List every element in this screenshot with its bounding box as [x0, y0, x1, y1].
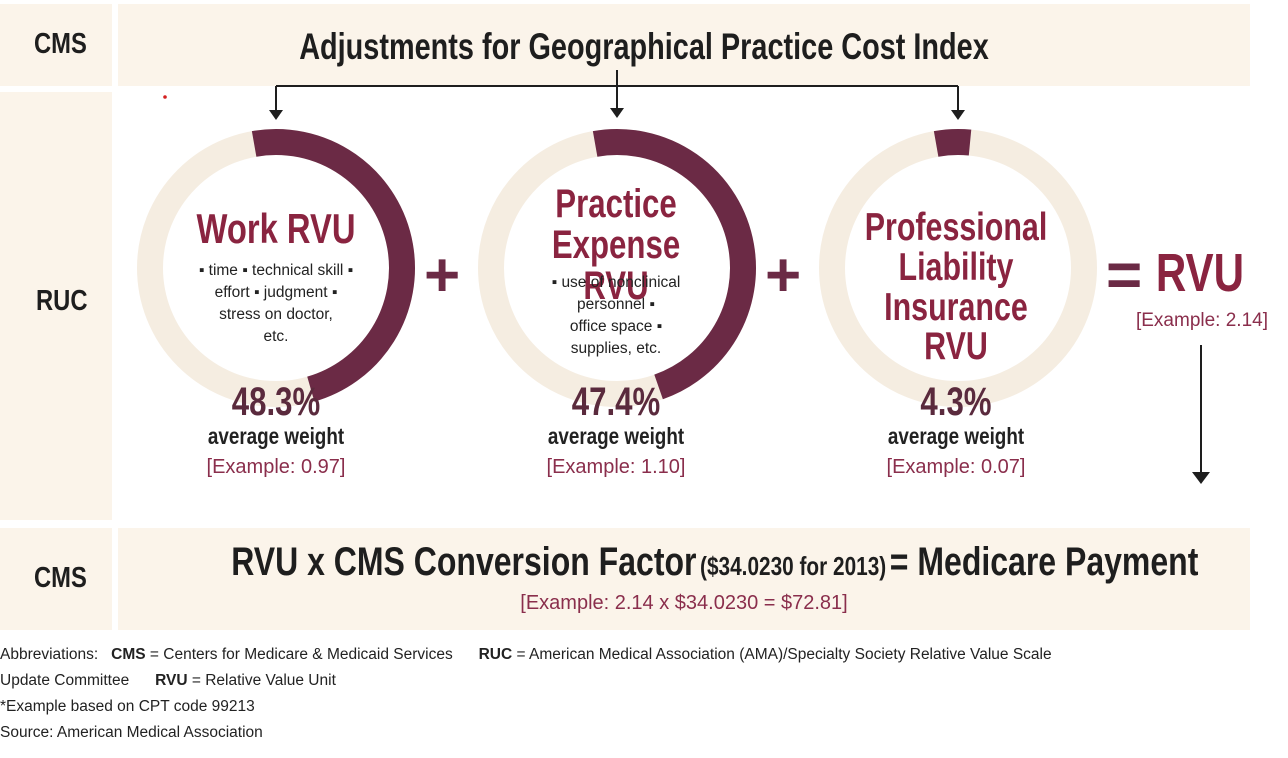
practice-expense-title-line: Expense RVU — [551, 222, 681, 308]
ring-percent-arc — [137, 129, 415, 407]
work-rvu-title: Work RVU — [182, 205, 369, 252]
footer-note: *Example based on CPT code 99213 — [0, 698, 255, 715]
ruc-def: = American Medical Association (AMA)/Spe… — [516, 646, 1052, 663]
payment-example: [Example: 2.14 x $34.0230 = $72.81] — [520, 592, 848, 614]
cms-abbr: CMS — [111, 646, 146, 663]
ruc-label: RUC — [36, 285, 88, 317]
practice-expense-bullets: ▪ use of nonclinical personnel ▪ office … — [496, 272, 736, 360]
plus-operator-1: + — [424, 241, 461, 310]
practice-expense-avg-label: average weight — [547, 423, 685, 449]
top-label-band — [0, 4, 112, 86]
footer-abbreviations-cont: Update Committee RVU = Relative Value Un… — [0, 672, 336, 690]
distribution-arrows — [275, 70, 1202, 474]
formula-factor: ($34.0230 for 2013) — [700, 551, 887, 581]
footer-source: Source: American Medical Association — [0, 724, 263, 741]
work-rvu-avg-label: average weight — [207, 423, 345, 449]
equals-operator: = — [1106, 241, 1143, 310]
rvu-down-arrowhead — [1192, 472, 1210, 484]
liability-example: [Example: 0.07] — [886, 456, 1026, 478]
top-title-band — [118, 4, 1250, 86]
ruc-def-cont: Update Committee — [0, 672, 130, 689]
red-dot — [163, 95, 167, 99]
practice-expense-rvu-title: Practice Expense RVU — [522, 184, 709, 306]
work-rvu-bullet-line: etc. — [263, 328, 289, 345]
ruc-abbr: RUC — [478, 646, 513, 663]
center-arrowhead — [610, 108, 624, 118]
work-rvu-example: [Example: 0.97] — [206, 456, 346, 478]
formula-main: RVU x CMS Conversion Factor — [231, 540, 697, 584]
rvu-result-example: [Example: 2.14] — [1135, 310, 1269, 331]
rvu-def: = Relative Value Unit — [191, 672, 336, 689]
gpci-title: Adjustments for Geographical Practice Co… — [299, 26, 989, 67]
liability-title-line: Professional — [864, 206, 1048, 249]
work-rvu-bullets: ▪ time ▪ technical skill ▪ effort ▪ judg… — [156, 260, 396, 348]
practice-expense-bullet-line: office space ▪ — [569, 318, 663, 335]
bottom-formula-band — [118, 528, 1250, 630]
conversion-formula: RVU x CMS Conversion Factor ($34.0230 fo… — [231, 540, 1198, 585]
liability-title-line: Insurance RVU — [884, 285, 1028, 369]
formula-result: = Medicare Payment — [889, 540, 1199, 584]
practice-expense-bullet-line: ▪ use of nonclinical — [551, 274, 681, 291]
work-rvu-bullet-line: effort ▪ judgment ▪ — [214, 284, 338, 301]
bottom-cms-label: CMS — [34, 562, 87, 594]
liability-title-line: Liability — [898, 245, 1014, 289]
bottom-label-band — [0, 528, 112, 630]
left-arrowhead — [269, 110, 283, 120]
cms-def: = Centers for Medicare & Medicaid Servic… — [149, 646, 453, 663]
work-rvu-title-line: Work RVU — [196, 205, 356, 252]
rvu-result-label: RVU — [1155, 243, 1245, 303]
plus-operator-2: + — [765, 241, 802, 310]
practice-expense-title-line: Practice — [555, 182, 677, 226]
work-rvu-bullet-line: ▪ time ▪ technical skill ▪ — [198, 262, 354, 279]
work-rvu-bullet-line: stress on doctor, — [219, 306, 333, 323]
practice-expense-bullet-line: supplies, etc. — [570, 340, 662, 357]
liability-percent: 4.3% — [920, 380, 992, 424]
abbrev-prefix: Abbreviations: — [0, 646, 99, 663]
liability-avg-label: average weight — [887, 423, 1025, 449]
top-cms-label: CMS — [34, 28, 87, 60]
practice-expense-percent: 47.4% — [571, 380, 661, 424]
practice-expense-bullet-line: personnel ▪ — [577, 296, 655, 313]
right-arrowhead — [951, 110, 965, 120]
work-rvu-percent: 48.3% — [231, 380, 321, 424]
rvu-abbr: RVU — [155, 672, 188, 689]
practice-expense-example: [Example: 1.10] — [546, 456, 686, 478]
footer-abbreviations: Abbreviations: CMS = Centers for Medicar… — [0, 646, 1052, 664]
liability-rvu-title: Professional Liability Insurance RVU — [862, 208, 1049, 367]
middle-label-band — [0, 92, 112, 520]
